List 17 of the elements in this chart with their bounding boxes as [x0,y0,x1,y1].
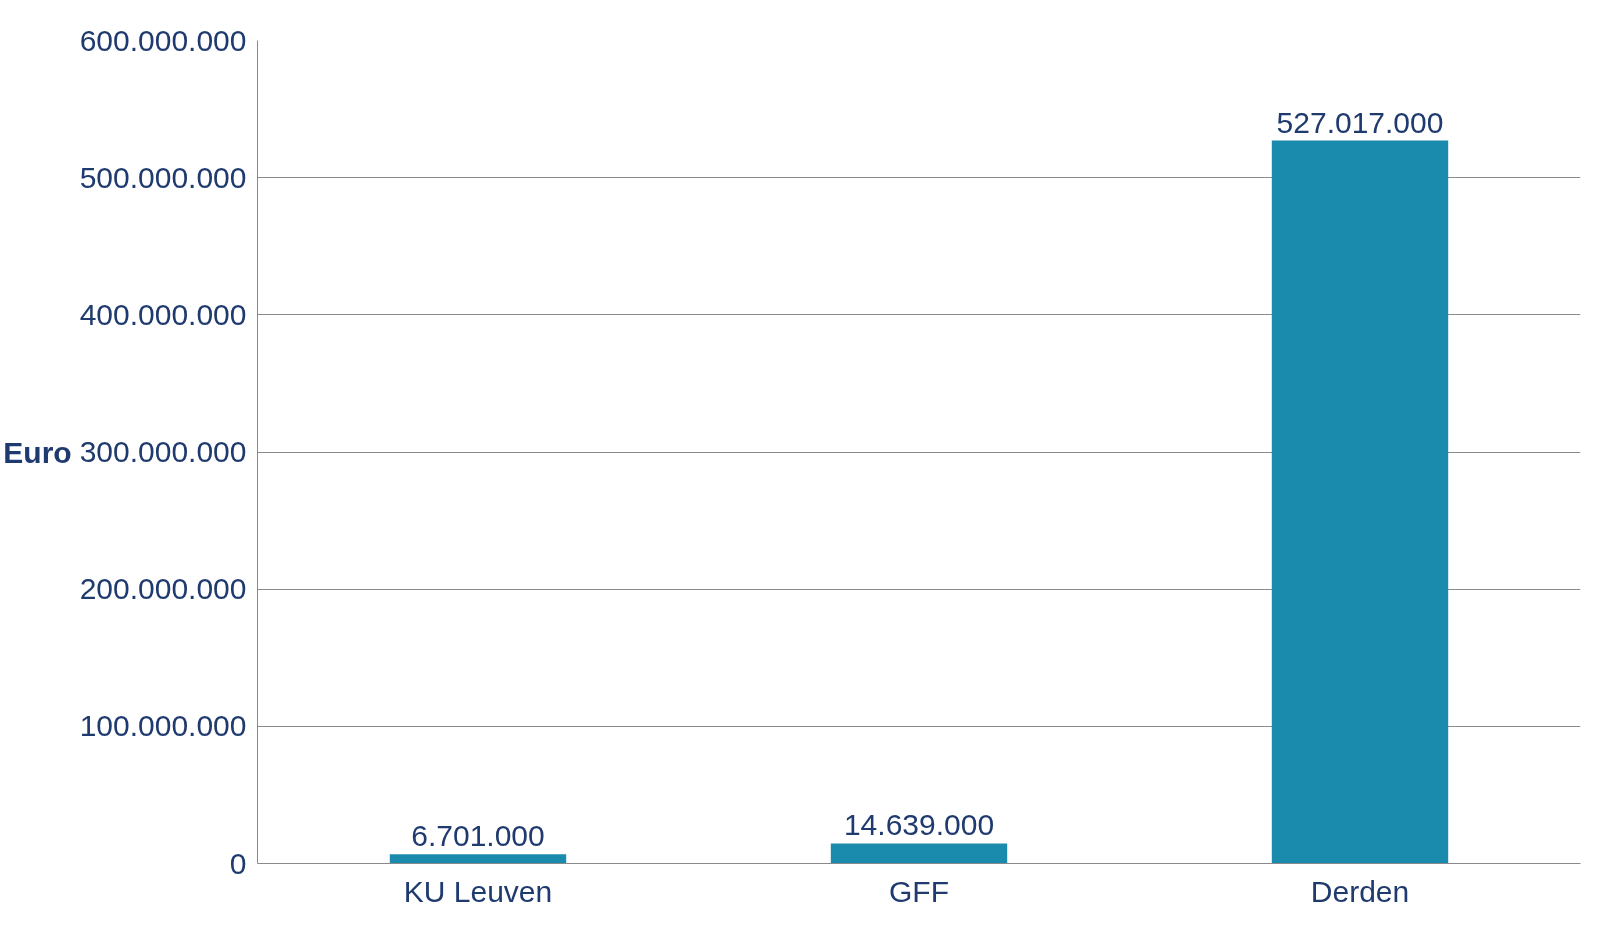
bar [1271,140,1449,864]
data-label: 6.701.000 [411,819,545,853]
y-tick-label: 300.000.000 [79,435,247,468]
y-tick-label: 200.000.000 [79,572,247,606]
y-tick-label: 0 [229,846,247,880]
x-tick-label: Derden [1310,874,1410,908]
data-label: 14.639.000 [843,808,995,842]
data-label: 527.017.000 [1276,105,1444,139]
bar [389,854,567,864]
y-tick-label: 500.000.000 [79,160,247,194]
x-tick-label: GFF [889,874,950,908]
x-tick-label: KU Leuven [403,874,553,908]
y-tick-label: 100.000.000 [79,709,247,743]
bar [830,843,1008,864]
y-tick-label: 600.000.000 [79,23,247,57]
y-tick-label: 400.000.000 [79,297,247,331]
y-axis-title: Euro [3,435,72,469]
